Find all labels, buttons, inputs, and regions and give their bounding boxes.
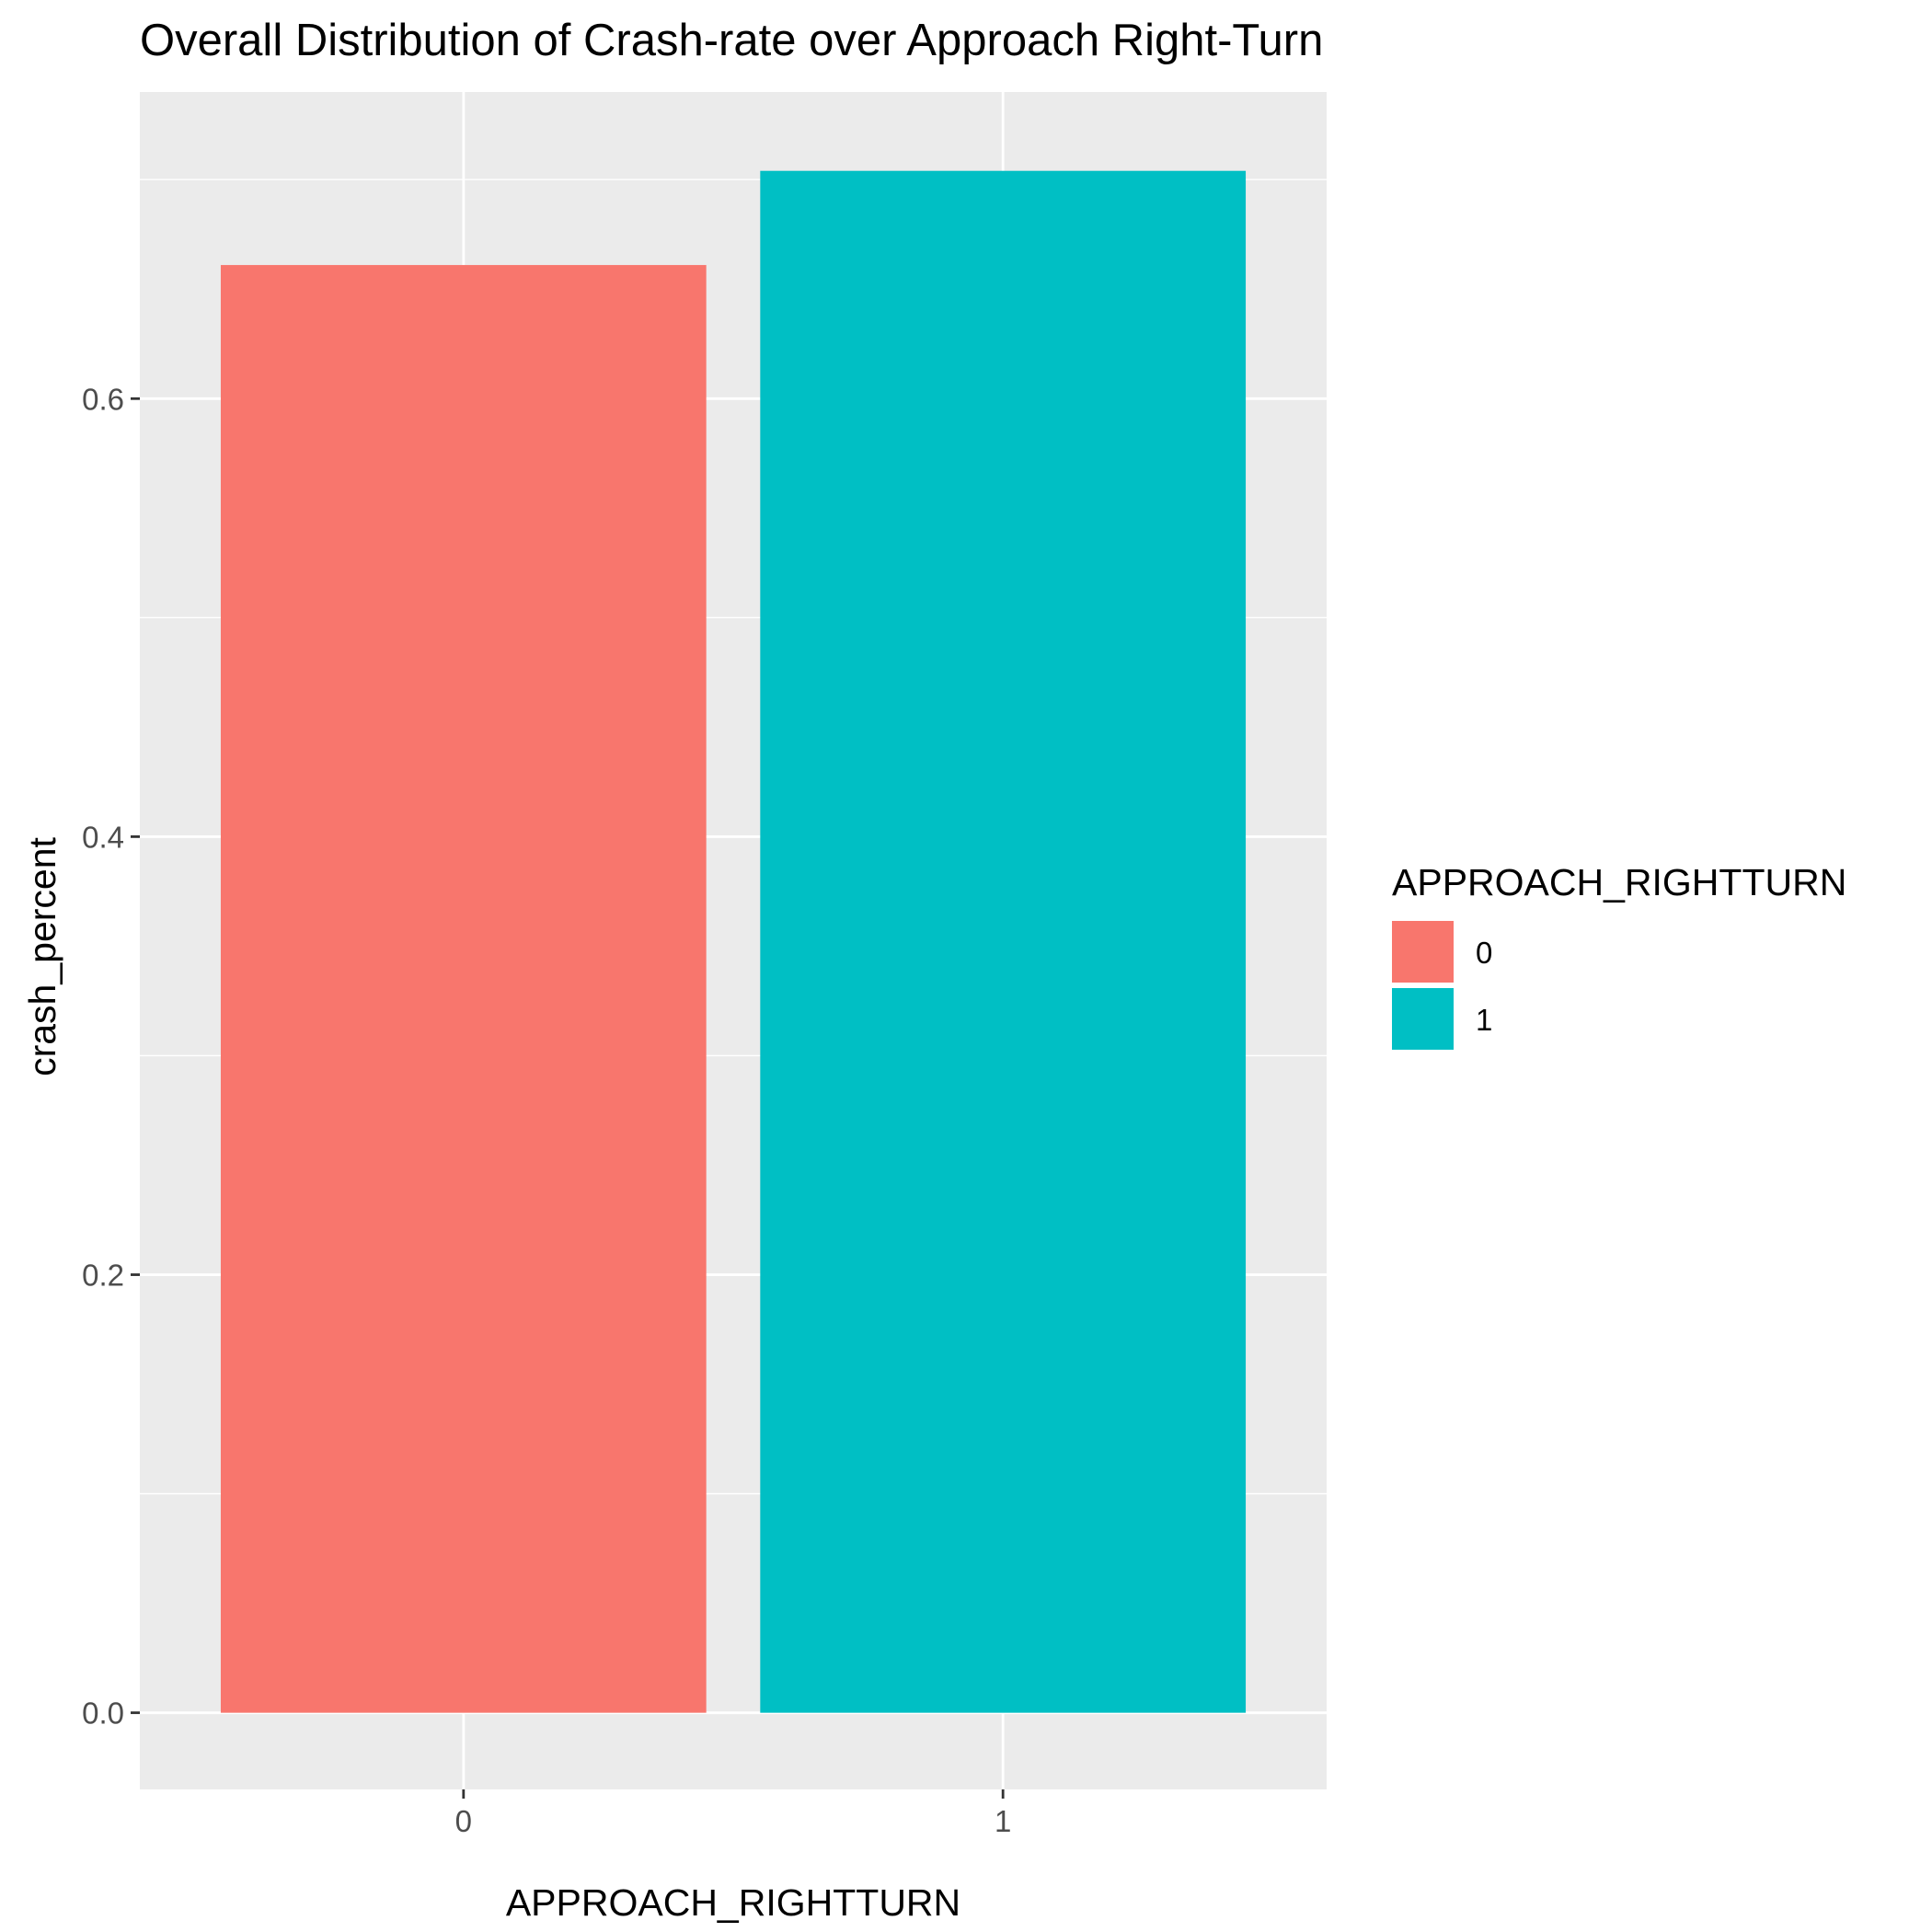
- y-axis: 0.0 0.2 0.4 0.6: [82, 382, 140, 1730]
- y-tick-label: 0.2: [82, 1259, 124, 1293]
- x-tick-label: 1: [995, 1804, 1011, 1838]
- bar-0: [221, 265, 707, 1713]
- y-tick-label: 0.4: [82, 820, 124, 854]
- legend-key-1: [1392, 988, 1454, 1050]
- x-tick-label: 0: [455, 1804, 472, 1838]
- chart-title: Overall Distribution of Crash-rate over …: [140, 16, 1323, 65]
- legend-items: 01: [1392, 921, 1492, 1050]
- legend-key-0: [1392, 921, 1454, 983]
- y-tick-label: 0.0: [82, 1696, 124, 1731]
- x-axis-title: APPROACH_RIGHTTURN: [506, 1881, 960, 1924]
- legend-title: APPROACH_RIGHTTURN: [1392, 861, 1846, 903]
- bar-1: [760, 171, 1246, 1713]
- y-tick-label: 0.6: [82, 382, 124, 416]
- legend-label: 1: [1476, 1003, 1492, 1037]
- legend: APPROACH_RIGHTTURN 01: [1392, 861, 1846, 1050]
- legend-label: 0: [1476, 936, 1492, 970]
- y-axis-title: crash_percent: [21, 836, 63, 1075]
